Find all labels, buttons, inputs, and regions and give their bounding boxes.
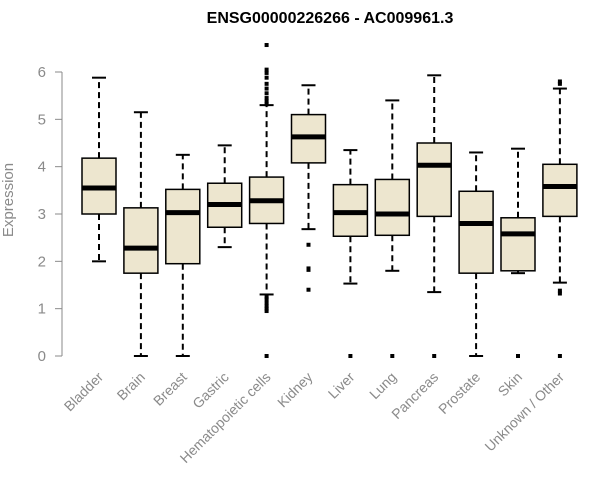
x-category-label: Liver bbox=[325, 369, 358, 402]
outlier-point bbox=[264, 43, 269, 48]
x-category-label: Skin bbox=[495, 369, 526, 400]
outlier-point bbox=[264, 91, 269, 96]
x-category-label: Breast bbox=[150, 369, 190, 409]
y-tick-label: 0 bbox=[38, 348, 46, 365]
outlier-point bbox=[264, 294, 269, 299]
outlier-point bbox=[306, 287, 311, 292]
y-tick-label: 5 bbox=[38, 111, 46, 128]
outlier-point bbox=[264, 297, 269, 302]
iqr-box bbox=[542, 163, 578, 218]
x-category-label: Prostate bbox=[435, 369, 483, 417]
y-axis-label: Expression bbox=[0, 163, 17, 237]
x-category-label: Lung bbox=[366, 369, 399, 402]
y-tick-label: 4 bbox=[38, 159, 46, 176]
outlier-point bbox=[557, 291, 562, 296]
outlier-point bbox=[264, 309, 269, 314]
y-tick-label: 6 bbox=[38, 64, 46, 81]
box-bladder bbox=[81, 76, 117, 263]
x-category-label: Brain bbox=[114, 369, 148, 403]
outlier-point bbox=[432, 354, 437, 358]
outlier-point bbox=[264, 70, 269, 75]
outlier-point bbox=[306, 242, 311, 247]
outlier-point bbox=[264, 96, 269, 101]
box-liver bbox=[332, 149, 369, 358]
plot-area bbox=[81, 43, 578, 358]
outlier-point bbox=[348, 354, 353, 358]
box-kidney bbox=[290, 84, 327, 292]
x-category-label: Bladder bbox=[61, 369, 107, 415]
outlier-point bbox=[264, 75, 269, 80]
outlier-point bbox=[264, 99, 269, 104]
x-category-label: Pancreas bbox=[388, 369, 441, 422]
outlier-point bbox=[557, 354, 562, 358]
box-gastric bbox=[206, 144, 243, 249]
iqr-box bbox=[165, 188, 201, 265]
outlier-point bbox=[557, 288, 562, 293]
y-axis: 0 1 2 3 4 5 6 bbox=[38, 64, 63, 365]
iqr-box bbox=[416, 142, 452, 218]
box-pancreas bbox=[416, 74, 452, 358]
outlier-point bbox=[264, 102, 269, 107]
outlier-point bbox=[557, 79, 562, 84]
outlier-point bbox=[264, 86, 269, 91]
outlier-point bbox=[264, 304, 269, 309]
x-category-label: Kidney bbox=[274, 369, 316, 411]
box-hematopoietic-cells bbox=[248, 43, 285, 358]
box-prostate bbox=[458, 151, 494, 357]
y-tick-label: 1 bbox=[38, 301, 46, 318]
iqr-box bbox=[500, 217, 536, 272]
box-brain bbox=[123, 111, 159, 357]
box-unknown-other bbox=[542, 79, 578, 358]
outlier-point bbox=[264, 354, 269, 358]
iqr-box bbox=[123, 207, 159, 274]
outlier-point bbox=[264, 300, 269, 305]
outlier-point bbox=[390, 354, 395, 358]
y-tick-label: 3 bbox=[38, 206, 46, 223]
box-skin bbox=[500, 147, 536, 358]
outlier-point bbox=[557, 81, 562, 86]
outlier-point bbox=[264, 67, 269, 72]
outlier-point bbox=[306, 267, 311, 272]
iqr-box bbox=[458, 190, 494, 274]
outlier-point bbox=[264, 81, 269, 86]
x-category-label: Unknown / Other bbox=[481, 369, 567, 455]
box-lung bbox=[374, 99, 411, 358]
iqr-box bbox=[374, 178, 411, 237]
outlier-point bbox=[516, 354, 520, 358]
outlier-point bbox=[264, 306, 269, 311]
chart-title: ENSG00000226266 - AC009961.3 bbox=[207, 10, 454, 27]
box-breast bbox=[165, 153, 201, 357]
y-tick-label: 2 bbox=[38, 253, 46, 270]
